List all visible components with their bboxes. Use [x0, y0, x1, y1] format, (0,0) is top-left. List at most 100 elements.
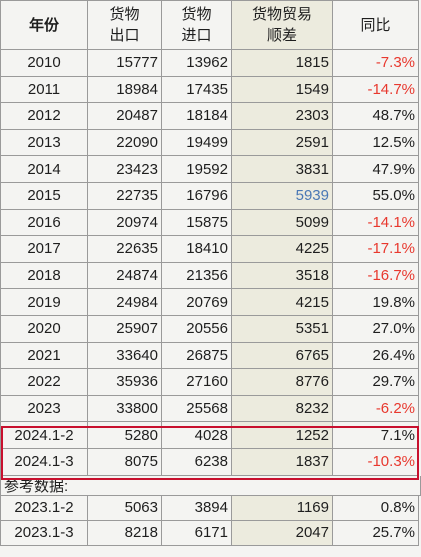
cell-export: 18984: [88, 77, 162, 104]
cell-year: 2023: [0, 396, 88, 423]
cell-import: 20556: [162, 316, 232, 343]
header-export: 货物 出口: [88, 0, 162, 50]
cell-yoy: 55.0%: [333, 183, 419, 210]
cell-balance: 1169: [232, 496, 333, 521]
cell-import: 19592: [162, 156, 232, 183]
cell-yoy: 25.7%: [333, 521, 419, 546]
header-export-line1: 货物: [109, 4, 139, 25]
cell-import: 13962: [162, 50, 232, 77]
table-row: 2012 20487 18184 2303 48.7%: [0, 103, 421, 130]
table-row: 2019 24984 20769 4215 19.8%: [0, 289, 421, 316]
cell-year: 2023.1-3: [0, 521, 88, 546]
cell-yoy: 19.8%: [333, 289, 419, 316]
cell-year: 2024.1-3: [0, 449, 88, 476]
cell-yoy: 26.4%: [333, 343, 419, 370]
cell-import: 20769: [162, 289, 232, 316]
table-header: 年份 货物 出口 货物 进口 货物贸易 顺差 同比: [0, 0, 421, 50]
cell-yoy: 12.5%: [333, 130, 419, 157]
cell-export: 20974: [88, 210, 162, 237]
cell-year: 2016: [0, 210, 88, 237]
table-row: 2015 22735 16796 5939 55.0%: [0, 183, 421, 210]
cell-yoy: -10.3%: [333, 449, 419, 476]
cell-import: 15875: [162, 210, 232, 237]
cell-balance: 1837: [232, 449, 333, 476]
cell-yoy: -17.1%: [333, 236, 419, 263]
cell-export: 35936: [88, 369, 162, 396]
cell-balance: 2591: [232, 130, 333, 157]
cell-balance: 8776: [232, 369, 333, 396]
header-balance-line2: 顺差: [267, 25, 297, 46]
cell-yoy: 47.9%: [333, 156, 419, 183]
cell-year: 2023.1-2: [0, 496, 88, 521]
cell-year: 2014: [0, 156, 88, 183]
cell-year: 2015: [0, 183, 88, 210]
cell-yoy: -14.7%: [333, 77, 419, 104]
table-row: 2024.1-3 8075 6238 1837 -10.3%: [0, 449, 421, 476]
cell-export: 24874: [88, 263, 162, 290]
cell-import: 25568: [162, 396, 232, 423]
cell-export: 25907: [88, 316, 162, 343]
header-yoy: 同比: [333, 0, 419, 50]
cell-balance: 5351: [232, 316, 333, 343]
table-row: 2023.1-3 8218 6171 2047 25.7%: [0, 521, 421, 546]
header-import-line2: 进口: [181, 25, 211, 46]
table-row: 2020 25907 20556 5351 27.0%: [0, 316, 421, 343]
table-row: 2021 33640 26875 6765 26.4%: [0, 343, 421, 370]
cell-balance: 2303: [232, 103, 333, 130]
cell-export: 8075: [88, 449, 162, 476]
cell-year: 2013: [0, 130, 88, 157]
cell-year: 2019: [0, 289, 88, 316]
cell-balance: 1815: [232, 50, 333, 77]
cell-import: 16796: [162, 183, 232, 210]
cell-yoy: 27.0%: [333, 316, 419, 343]
cell-import: 6171: [162, 521, 232, 546]
cell-year: 2011: [0, 77, 88, 104]
reference-label: 参考数据:: [0, 476, 421, 496]
cell-yoy: 0.8%: [333, 496, 419, 521]
cell-import: 17435: [162, 77, 232, 104]
cell-import: 21356: [162, 263, 232, 290]
cell-import: 18184: [162, 103, 232, 130]
table-row: 2024.1-2 5280 4028 1252 7.1%: [0, 422, 421, 449]
table-row: 2013 22090 19499 2591 12.5%: [0, 130, 421, 157]
cell-year: 2022: [0, 369, 88, 396]
cell-balance: 4225: [232, 236, 333, 263]
cell-export: 33640: [88, 343, 162, 370]
table-row: 2014 23423 19592 3831 47.9%: [0, 156, 421, 183]
cell-balance: 3831: [232, 156, 333, 183]
table-row: 2016 20974 15875 5099 -14.1%: [0, 210, 421, 237]
table-row: 2023.1-2 5063 3894 1169 0.8%: [0, 496, 421, 521]
cell-balance: 5939: [232, 183, 333, 210]
cell-export: 33800: [88, 396, 162, 423]
cell-balance: 2047: [232, 521, 333, 546]
cell-balance: 3518: [232, 263, 333, 290]
cell-import: 18410: [162, 236, 232, 263]
cell-yoy: -6.2%: [333, 396, 419, 423]
cell-balance: 1252: [232, 422, 333, 449]
cell-year: 2020: [0, 316, 88, 343]
cell-balance: 5099: [232, 210, 333, 237]
cell-import: 6238: [162, 449, 232, 476]
cell-year: 2021: [0, 343, 88, 370]
cell-export: 24984: [88, 289, 162, 316]
header-import-line1: 货物: [181, 4, 211, 25]
table-row: 2017 22635 18410 4225 -17.1%: [0, 236, 421, 263]
header-export-line2: 出口: [109, 25, 139, 46]
cell-year: 2017: [0, 236, 88, 263]
cell-import: 19499: [162, 130, 232, 157]
cell-balance: 4215: [232, 289, 333, 316]
header-balance-line1: 货物贸易: [252, 4, 312, 25]
cell-export: 23423: [88, 156, 162, 183]
cell-export: 20487: [88, 103, 162, 130]
cell-yoy: -16.7%: [333, 263, 419, 290]
cell-year: 2010: [0, 50, 88, 77]
table-row: 2011 18984 17435 1549 -14.7%: [0, 77, 421, 104]
table-row: 2023 33800 25568 8232 -6.2%: [0, 396, 421, 423]
cell-balance: 1549: [232, 77, 333, 104]
table-row: 2018 24874 21356 3518 -16.7%: [0, 263, 421, 290]
header-import: 货物 进口: [162, 0, 232, 50]
cell-export: 8218: [88, 521, 162, 546]
cell-export: 22635: [88, 236, 162, 263]
cell-yoy: -14.1%: [333, 210, 419, 237]
